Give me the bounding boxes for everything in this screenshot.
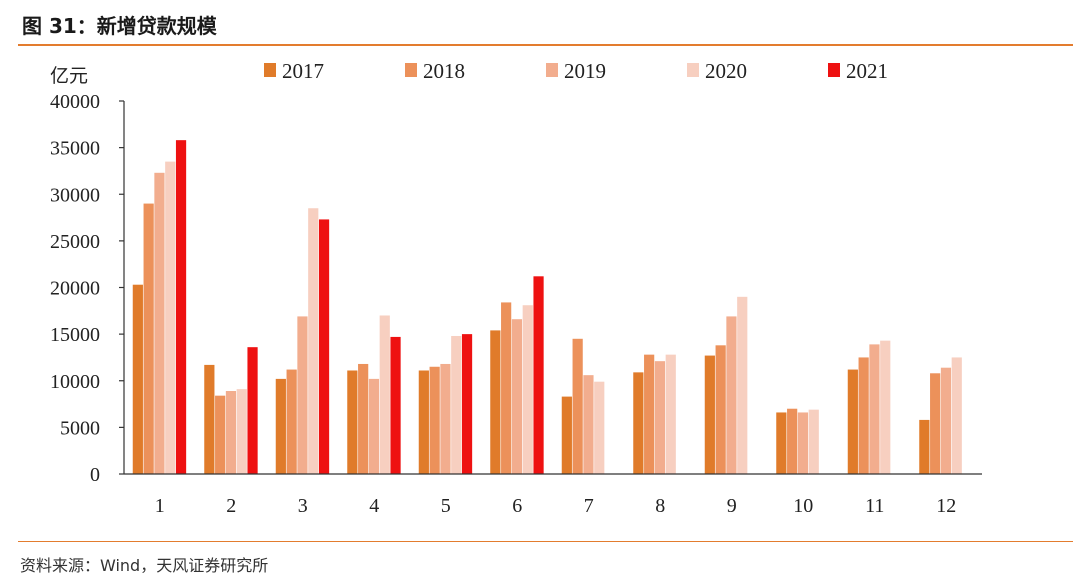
- bar-2019-6: [511, 319, 523, 474]
- x-tick-label: 3: [298, 495, 308, 517]
- bar-2020-6: [522, 305, 533, 474]
- bar-2021-3: [318, 219, 330, 474]
- bar-2020-11: [880, 340, 891, 474]
- bar-2019-11: [869, 344, 880, 474]
- bar-2018-1: [143, 203, 154, 474]
- bar-2020-8: [665, 354, 676, 474]
- bar-2017-4: [347, 370, 358, 474]
- y-axis-unit-label: 亿元: [50, 65, 88, 87]
- bar-2020-7: [594, 381, 605, 474]
- bar-2017-12: [919, 419, 930, 474]
- bar-2017-9: [704, 355, 715, 474]
- legend-swatch-2019: [546, 63, 558, 77]
- footer-divider: [18, 541, 1073, 542]
- legend-label-2017: 2017: [282, 59, 324, 83]
- bar-2021-6: [533, 276, 544, 474]
- legend-swatch-2017: [264, 63, 276, 77]
- x-tick-label: 4: [369, 495, 379, 517]
- x-tick-label: 2: [226, 495, 236, 517]
- bar-2017-2: [204, 364, 215, 474]
- bar-series: [132, 140, 962, 475]
- x-tick-label: 8: [655, 495, 665, 517]
- bar-2019-5: [440, 363, 451, 474]
- bar-2018-7: [572, 338, 583, 474]
- bar-2020-12: [951, 357, 962, 474]
- bar-2020-9: [737, 296, 748, 474]
- x-tick-label: 10: [793, 495, 813, 517]
- legend-swatch-2018: [405, 63, 417, 77]
- bar-2021-1: [175, 140, 187, 475]
- bar-2019-12: [940, 367, 952, 474]
- bar-2018-8: [644, 354, 655, 474]
- x-tick-label: 11: [865, 495, 884, 517]
- y-tick-label: 30000: [50, 184, 100, 206]
- bar-2018-2: [215, 395, 226, 474]
- y-tick-label: 5000: [60, 417, 100, 439]
- source-note: 资料来源：Wind，天风证券研究所: [20, 556, 269, 575]
- bar-2017-3: [275, 378, 286, 474]
- bar-2020-1: [165, 161, 176, 475]
- legend-label-2020: 2020: [705, 59, 747, 83]
- bar-2021-5: [461, 334, 473, 474]
- y-tick-label: 25000: [50, 231, 100, 253]
- bar-2017-10: [776, 412, 787, 474]
- bar-2019-9: [726, 316, 737, 474]
- bar-chart: 2017 2018 2019 2020 2021 亿元 0 5000 10000 15000 2…: [50, 59, 982, 517]
- y-tick-label: 0: [90, 464, 100, 486]
- bar-2018-12: [930, 373, 941, 474]
- x-tick-label: 12: [936, 495, 956, 517]
- bar-2020-3: [308, 208, 319, 475]
- bar-2017-8: [633, 372, 644, 474]
- bar-2017-6: [490, 330, 501, 474]
- x-tick-label: 5: [441, 495, 451, 517]
- bar-2020-2: [236, 389, 247, 474]
- bar-2018-5: [429, 366, 440, 474]
- bar-2018-9: [715, 345, 726, 474]
- bar-2018-10: [787, 408, 798, 474]
- y-tick-label: 35000: [50, 138, 100, 160]
- legend-label-2019: 2019: [564, 59, 606, 83]
- bar-2021-4: [390, 336, 401, 474]
- bar-2019-3: [297, 316, 308, 474]
- bar-2017-7: [561, 396, 572, 474]
- bar-2020-4: [379, 315, 390, 474]
- y-axis-ticks: 0 5000 10000 15000 20000 25000 30000 35000 40000: [50, 91, 124, 486]
- x-axis-ticks: 1 2 3 4 5 6 7 8 9 10 11 12: [155, 495, 957, 517]
- x-tick-label: 1: [155, 495, 165, 517]
- bar-2017-5: [418, 370, 429, 474]
- x-tick-label: 9: [727, 495, 737, 517]
- bar-2017-11: [847, 369, 858, 474]
- chart-legend: 2017 2018 2019 2020 2021: [264, 59, 888, 83]
- bar-2019-1: [154, 172, 165, 475]
- figure-header: 图 31：新增贷款规模: [18, 6, 1073, 46]
- bar-2020-10: [808, 409, 819, 474]
- bar-2020-5: [451, 335, 462, 474]
- bar-2019-4: [368, 378, 380, 474]
- bar-2019-7: [583, 375, 594, 474]
- legend-swatch-2020: [687, 63, 699, 77]
- legend-label-2021: 2021: [846, 59, 888, 83]
- bar-2019-2: [225, 391, 237, 474]
- bar-2018-6: [501, 302, 512, 474]
- bar-2017-1: [132, 284, 143, 474]
- bar-2018-3: [286, 369, 297, 474]
- x-tick-label: 6: [512, 495, 522, 517]
- figure-title: 图 31：新增贷款规模: [22, 14, 217, 38]
- y-tick-label: 15000: [50, 324, 100, 346]
- bar-2021-2: [247, 347, 258, 474]
- y-tick-label: 20000: [50, 278, 100, 300]
- bar-2019-8: [654, 361, 666, 474]
- bar-2018-4: [358, 363, 369, 474]
- x-tick-label: 7: [584, 495, 594, 517]
- legend-label-2018: 2018: [423, 59, 465, 83]
- bar-2019-10: [797, 412, 809, 474]
- bar-2018-11: [858, 357, 869, 474]
- legend-swatch-2021: [828, 63, 840, 77]
- y-tick-label: 10000: [50, 371, 100, 393]
- y-tick-label: 40000: [50, 91, 100, 113]
